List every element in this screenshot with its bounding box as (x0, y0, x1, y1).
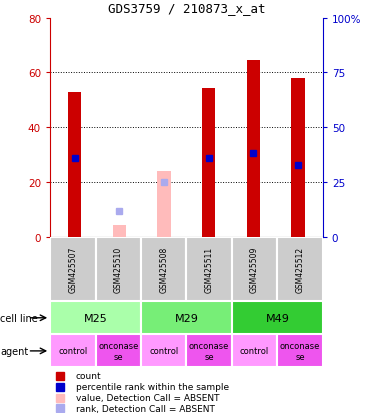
Text: value, Detection Call = ABSENT: value, Detection Call = ABSENT (76, 393, 219, 402)
Bar (247, 61, 260, 237)
Bar (278, 335, 323, 368)
Bar (50, 237, 96, 301)
Text: M25: M25 (83, 313, 108, 323)
Bar (50, 301, 141, 335)
Bar (141, 335, 187, 368)
Bar (68, 93, 81, 237)
Bar (113, 225, 126, 237)
Text: GSM425512: GSM425512 (296, 247, 305, 292)
Bar (141, 301, 232, 335)
Bar (187, 237, 232, 301)
Text: control: control (149, 347, 178, 356)
Bar (202, 88, 216, 237)
Title: GDS3759 / 210873_x_at: GDS3759 / 210873_x_at (108, 2, 265, 14)
Bar (187, 335, 232, 368)
Bar (232, 237, 278, 301)
Bar (278, 237, 323, 301)
Bar (232, 335, 278, 368)
Text: control: control (240, 347, 269, 356)
Text: onconase
se: onconase se (280, 342, 320, 361)
Bar (232, 301, 323, 335)
Text: onconase
se: onconase se (98, 342, 138, 361)
Text: M29: M29 (174, 313, 198, 323)
Text: M49: M49 (265, 313, 289, 323)
Text: GSM425510: GSM425510 (114, 247, 123, 292)
Text: rank, Detection Call = ABSENT: rank, Detection Call = ABSENT (76, 404, 215, 413)
Text: GSM425508: GSM425508 (159, 247, 168, 292)
Text: GSM425509: GSM425509 (250, 246, 259, 293)
Text: cell line: cell line (0, 313, 38, 323)
Text: control: control (58, 347, 88, 356)
Text: GSM425511: GSM425511 (205, 247, 214, 292)
Bar (157, 172, 171, 237)
Text: onconase
se: onconase se (189, 342, 229, 361)
Bar (50, 335, 96, 368)
Text: percentile rank within the sample: percentile rank within the sample (76, 382, 229, 391)
Text: count: count (76, 371, 101, 380)
Bar (96, 335, 141, 368)
Bar (96, 237, 141, 301)
Text: GSM425507: GSM425507 (68, 246, 77, 293)
Bar (292, 79, 305, 237)
Text: agent: agent (0, 346, 28, 356)
Bar (141, 237, 187, 301)
